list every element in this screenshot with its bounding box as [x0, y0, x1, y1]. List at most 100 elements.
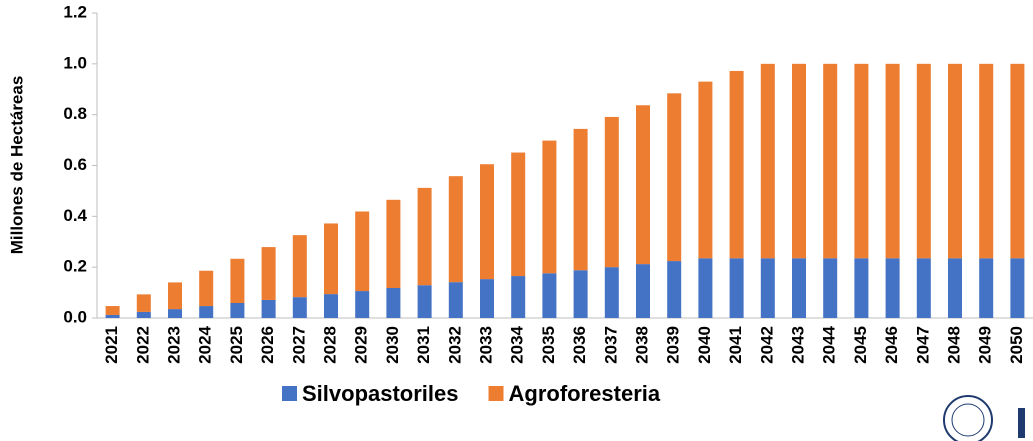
x-tick-label: 2031	[414, 326, 433, 364]
bar-segment	[199, 306, 214, 318]
x-tick-label: 2038	[632, 326, 651, 364]
bar-segment	[324, 294, 338, 318]
bar-segment	[324, 223, 338, 295]
x-tick-label: 2025	[227, 326, 246, 364]
bar-segment	[168, 282, 182, 310]
bar-segment	[604, 116, 619, 268]
x-tick-label: 2027	[289, 326, 308, 364]
x-tick-label: 2049	[976, 326, 995, 364]
bar-segment	[511, 152, 526, 277]
y-tick-label: 1.0	[63, 53, 87, 72]
bar-segment	[448, 176, 463, 283]
logo	[943, 395, 1025, 441]
bar-segment	[511, 276, 526, 318]
legend-swatch	[488, 386, 504, 401]
x-tick-label: 2050	[1007, 326, 1026, 364]
bar-segment	[199, 270, 214, 307]
x-tick-label: 2037	[601, 326, 620, 364]
bar-segment	[230, 258, 245, 304]
bar-segment	[448, 282, 463, 318]
bar-segment	[729, 258, 744, 318]
y-tick-label: 1.2	[63, 2, 87, 21]
bar-segment	[480, 164, 494, 280]
x-tick-label: 2044	[820, 325, 839, 363]
bar-segment	[854, 258, 869, 318]
x-tick-label: 2029	[352, 326, 371, 364]
bar-segment	[636, 264, 650, 318]
bar-segment	[1010, 258, 1025, 318]
bar-segment	[698, 258, 713, 318]
bar-segment	[948, 63, 962, 259]
bar-segment	[698, 81, 713, 259]
bar-segment	[979, 63, 994, 259]
bar-segment	[542, 273, 557, 318]
x-tick-label: 2042	[757, 326, 776, 364]
bar-segment	[823, 258, 838, 318]
bar-segment	[261, 299, 276, 318]
bar-segment	[386, 199, 401, 289]
bar-segment	[667, 93, 682, 262]
bar-segment	[667, 261, 682, 318]
bar-segment	[292, 297, 307, 318]
x-tick-label: 2026	[258, 326, 277, 364]
x-tick-label: 2028	[320, 326, 339, 364]
bar-segment	[854, 63, 869, 259]
bar-segment	[792, 63, 806, 259]
x-tick-label: 2035	[539, 326, 558, 364]
x-tick-label: 2039	[664, 326, 683, 364]
bar-segment	[136, 311, 151, 318]
x-tick-label: 2023	[164, 326, 183, 364]
x-tick-label: 2024	[196, 325, 215, 363]
bar-segment	[136, 294, 151, 312]
bar-segment	[573, 128, 588, 271]
y-tick-label: 0.2	[63, 257, 87, 276]
y-tick-label: 0.4	[63, 206, 87, 225]
bar-segment	[729, 70, 744, 259]
x-tick-label: 2041	[726, 326, 745, 364]
bar-segment	[168, 309, 182, 318]
x-tick-label: 2022	[133, 326, 152, 364]
bar-segment	[916, 63, 931, 259]
bar-segment	[105, 306, 120, 315]
bar-segment	[823, 63, 838, 259]
y-axis-label: Millones de Hectáreas	[7, 76, 26, 255]
bar-segment	[292, 235, 307, 298]
x-tick-label: 2034	[508, 325, 527, 363]
legend-swatch	[282, 386, 297, 401]
bar-segment	[480, 279, 494, 318]
x-tick-label: 2047	[913, 326, 932, 364]
x-tick-label: 2045	[851, 326, 870, 364]
y-tick-label: 0.6	[63, 155, 87, 174]
bar-segment	[261, 247, 276, 300]
bar-segment	[573, 270, 588, 318]
x-tick-label: 2030	[383, 326, 402, 364]
bar-segment	[604, 267, 619, 318]
bar-segment	[355, 211, 370, 292]
bar-segment	[542, 140, 557, 274]
legend-label: Agroforesteria	[509, 381, 661, 406]
x-tick-label: 2046	[882, 326, 901, 364]
x-tick-label: 2021	[102, 326, 121, 364]
bar-segment	[230, 303, 245, 318]
y-tick-label: 0.0	[63, 307, 87, 326]
x-tick-label: 2032	[445, 326, 464, 364]
bar-segment	[1010, 63, 1025, 259]
bar-segment	[979, 258, 994, 318]
x-tick-label: 2043	[788, 326, 807, 364]
bar-segment	[885, 258, 900, 318]
bar-segment	[948, 258, 962, 318]
bar-segment	[355, 291, 370, 318]
bar-segment	[760, 258, 775, 318]
bar-segment	[916, 258, 931, 318]
x-tick-label: 2033	[476, 326, 495, 364]
legend-label: Silvopastoriles	[302, 381, 459, 406]
bar-segment	[792, 258, 806, 318]
x-tick-label: 2036	[570, 326, 589, 364]
bar-segment	[885, 63, 900, 259]
x-tick-label: 2040	[695, 326, 714, 364]
bar-segment	[760, 63, 775, 259]
y-tick-label: 0.8	[63, 104, 87, 123]
x-tick-label: 2048	[944, 326, 963, 364]
bar-segment	[417, 187, 432, 286]
